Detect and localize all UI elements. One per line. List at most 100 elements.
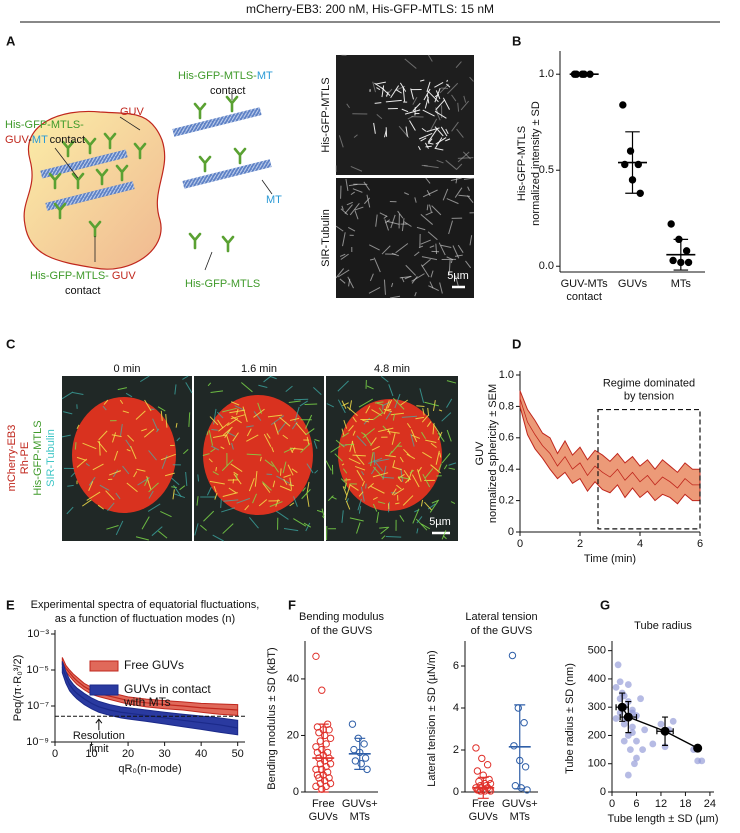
data-point (633, 754, 640, 762)
annotation: Regime dominated (603, 377, 695, 389)
data-point (619, 101, 627, 109)
filament (410, 88, 414, 100)
filament (402, 495, 414, 506)
filament (253, 408, 265, 418)
data-point (351, 757, 360, 765)
filament (148, 482, 159, 493)
filament (373, 459, 384, 472)
filament (112, 469, 119, 478)
filament (392, 466, 402, 471)
microtubule (40, 149, 128, 179)
filament (385, 410, 392, 420)
filament (246, 434, 259, 442)
filament (183, 449, 189, 455)
filament (264, 459, 274, 468)
legend-swatch (89, 660, 119, 672)
filament (196, 496, 199, 506)
filament (451, 121, 459, 132)
filament (369, 244, 380, 251)
filament (76, 458, 88, 468)
data-point (348, 720, 357, 728)
filament (469, 76, 474, 82)
filament (458, 194, 471, 197)
filament (212, 434, 227, 439)
filament (349, 202, 360, 216)
filament (88, 476, 96, 486)
x-tick-label: GUVs (618, 278, 648, 290)
filament (454, 187, 463, 198)
data-point (612, 715, 620, 722)
filament (404, 192, 409, 196)
filament (402, 86, 406, 102)
filament (273, 422, 279, 435)
data-point (318, 686, 326, 694)
filament (261, 481, 272, 491)
filament (465, 260, 472, 269)
filament (422, 408, 425, 416)
filament (70, 472, 76, 478)
filament (220, 499, 222, 508)
filament (340, 478, 346, 483)
filament (387, 430, 400, 434)
filament (369, 258, 375, 261)
filament (395, 89, 402, 94)
filament (446, 256, 453, 261)
filament (427, 407, 430, 416)
filament (369, 273, 374, 282)
filament (355, 465, 366, 471)
filament (445, 138, 451, 142)
y-tick-label: 0.5 (539, 164, 554, 176)
panel-label: C (6, 336, 16, 351)
data-point (626, 746, 634, 753)
filament (445, 159, 457, 170)
filament (401, 218, 405, 232)
filament (349, 517, 364, 522)
filament (325, 460, 332, 471)
annotation: limit (89, 743, 109, 755)
filament (406, 453, 416, 460)
y-tick-label: 1.0 (539, 68, 554, 80)
filament (425, 439, 437, 444)
filament (427, 128, 438, 143)
filament (230, 414, 246, 420)
filament (380, 526, 390, 535)
filament (446, 198, 459, 205)
filament (305, 522, 311, 532)
filament (340, 253, 349, 260)
filament (425, 145, 432, 148)
image-label: His-GFP-MTLS (320, 77, 332, 152)
filament (404, 275, 411, 280)
filament (372, 503, 378, 512)
filament (207, 382, 212, 387)
label-part: MT (257, 70, 273, 82)
scale-bar-label: 5µm (447, 270, 469, 282)
filament (349, 400, 353, 411)
time-label: 4.8 min (374, 363, 410, 375)
panel-label: G (600, 597, 610, 612)
filament (140, 375, 150, 383)
filament (106, 525, 119, 530)
filament (430, 464, 441, 474)
time-label: 1.6 min (241, 363, 277, 375)
filament (435, 137, 447, 145)
filament (450, 177, 462, 181)
filament (414, 251, 420, 257)
data-point (669, 717, 677, 725)
filament (287, 464, 294, 476)
filament (305, 428, 315, 436)
filament (172, 489, 175, 500)
data-point (485, 786, 493, 794)
filament (409, 120, 416, 131)
filament (160, 410, 163, 421)
x-tick-label: GUV-MTs (561, 278, 609, 290)
filament (321, 508, 325, 517)
filament (455, 61, 462, 69)
filament (85, 463, 90, 467)
panel-label: A (6, 33, 16, 48)
filament (293, 496, 298, 507)
filament (399, 456, 404, 463)
filament (370, 437, 377, 446)
filament (385, 219, 391, 224)
filament (283, 478, 288, 485)
